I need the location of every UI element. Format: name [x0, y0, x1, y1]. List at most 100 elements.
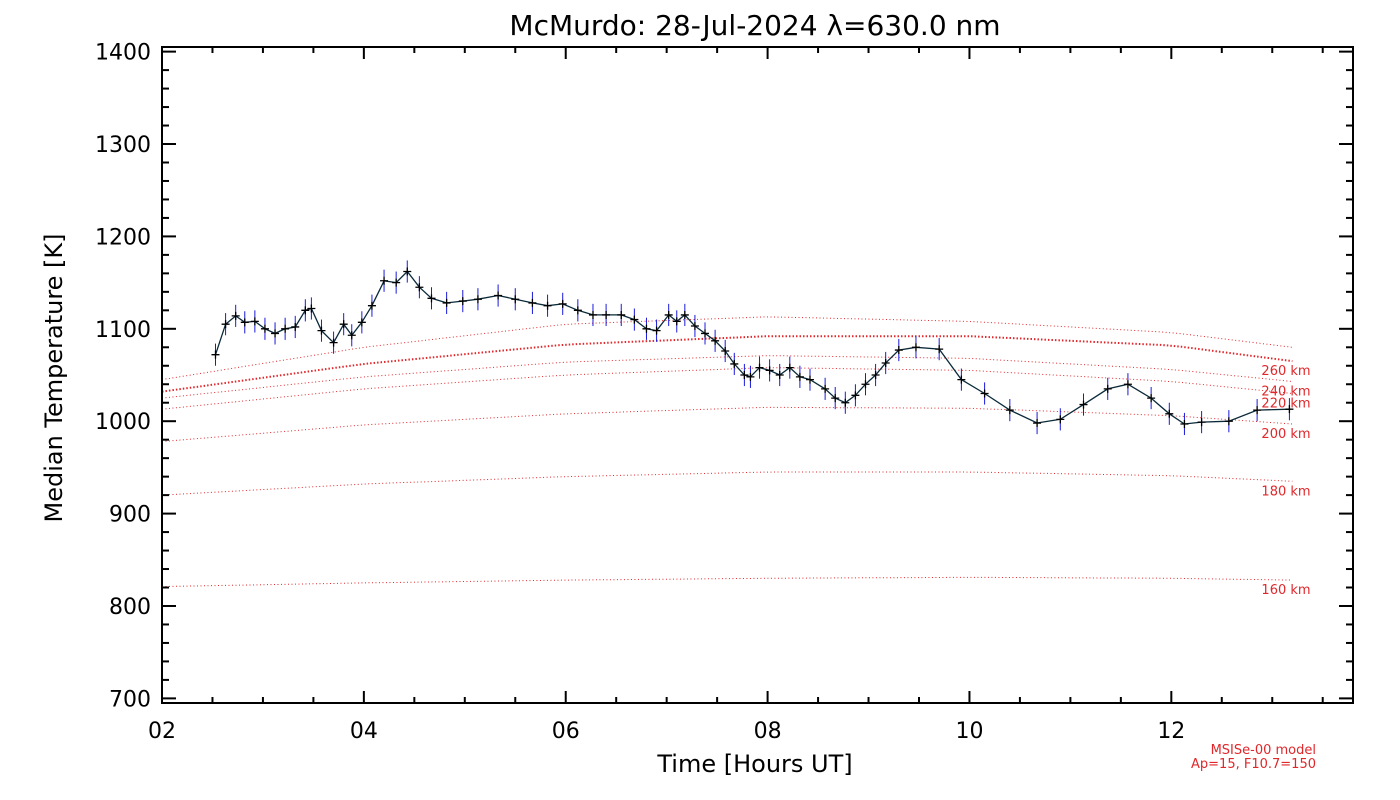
- data-point: [1180, 419, 1189, 428]
- data-point: [980, 389, 989, 398]
- data-point: [746, 372, 755, 381]
- data-point: [881, 358, 890, 367]
- data-point: [380, 276, 389, 285]
- y-tick-label: 1100: [95, 318, 151, 343]
- data-point: [795, 372, 804, 381]
- data-point: [250, 317, 259, 326]
- model-curve-label: 240 km: [1261, 384, 1310, 399]
- data-point: [494, 291, 503, 300]
- data-point: [1079, 400, 1088, 409]
- plot-frame: [161, 46, 1354, 704]
- data-point: [573, 306, 582, 315]
- model-curve: [161, 576, 1293, 588]
- data-point: [805, 375, 814, 384]
- data-point: [755, 363, 764, 372]
- data-point: [281, 324, 290, 333]
- y-tick-label: 1000: [95, 410, 151, 435]
- data-point: [894, 346, 903, 355]
- data-point: [642, 324, 651, 333]
- data-point: [1005, 406, 1014, 415]
- data-point: [211, 350, 220, 359]
- model-note-line-2: Ap=15, F10.7=150: [1191, 757, 1316, 772]
- x-axis-label: Time [Hours UT]: [656, 750, 852, 778]
- y-axis-label: Median Temperature [K]: [40, 233, 68, 522]
- data-point: [730, 359, 739, 368]
- data-point: [403, 267, 412, 276]
- data-point: [1224, 417, 1233, 426]
- data-point: [957, 375, 966, 384]
- data-point: [935, 345, 944, 354]
- x-tick-label: 08: [754, 719, 782, 744]
- y-tick-label: 700: [109, 687, 151, 712]
- model-curve: [161, 316, 1293, 381]
- data-point: [458, 297, 467, 306]
- data-point: [1285, 405, 1294, 414]
- data-point: [711, 336, 720, 345]
- x-tick-label: 06: [552, 719, 580, 744]
- data-point: [652, 326, 661, 335]
- data-point: [339, 320, 348, 329]
- data-point: [680, 310, 689, 319]
- data-point: [543, 301, 552, 310]
- data-point: [664, 310, 673, 319]
- x-tick-label: 04: [350, 719, 378, 744]
- data-point: [821, 384, 830, 393]
- data-point: [367, 301, 376, 310]
- data-point: [329, 338, 338, 347]
- data-point: [1123, 380, 1132, 389]
- chart-title: McMurdo: 28-Jul-2024 λ=630.0 nm: [509, 9, 1000, 42]
- data-point: [271, 329, 280, 338]
- y-tick-label: 1300: [95, 133, 151, 158]
- data-point: [1253, 406, 1262, 415]
- model-curve: [161, 335, 1293, 393]
- data-point: [871, 371, 880, 379]
- y-tick-label: 1200: [95, 225, 151, 250]
- axis-ticks: 02 04 06 08 10 12 700 800 900 1000 1100 1200 1300 140…: [95, 41, 1353, 744]
- model-curve-label: 260 km: [1261, 364, 1310, 379]
- data-point: [1197, 418, 1206, 427]
- model-curve-label: 200 km: [1261, 427, 1310, 442]
- model-curve: [161, 406, 1293, 442]
- data-point: [765, 366, 774, 375]
- model-curve: [161, 367, 1293, 410]
- data-point: [690, 322, 699, 331]
- data-point: [861, 380, 870, 389]
- data-point: [392, 278, 401, 287]
- data-point: [785, 363, 794, 372]
- data-point: [1165, 409, 1174, 418]
- data-point: [630, 315, 639, 324]
- data-point: [672, 317, 681, 326]
- data-point: [851, 391, 860, 400]
- data-point: [911, 343, 920, 352]
- data-point: [357, 318, 366, 327]
- data-point: [347, 331, 356, 340]
- data-point: [260, 324, 269, 333]
- model-curve-label: 220 km: [1261, 396, 1310, 411]
- y-tick-label: 900: [109, 503, 151, 528]
- y-tick-label: 1400: [95, 41, 151, 66]
- data-point: [240, 318, 249, 327]
- data-point: [740, 371, 749, 379]
- data-point: [1056, 415, 1065, 424]
- data-point: [1033, 419, 1042, 428]
- y-tick-label: 800: [109, 595, 151, 620]
- data-point: [588, 310, 597, 319]
- data-point: [841, 398, 850, 407]
- data-point: [602, 310, 611, 319]
- x-tick-label: 12: [1157, 719, 1185, 744]
- x-tick-label: 10: [955, 719, 983, 744]
- model-curve-label: 180 km: [1261, 484, 1310, 499]
- model-curve: [161, 355, 1293, 399]
- data-point: [301, 306, 310, 315]
- data-point: [307, 304, 316, 313]
- series-line: [214, 270, 1290, 425]
- data-point: [1147, 394, 1156, 403]
- model-curve-label: 160 km: [1261, 583, 1310, 598]
- model-note-line-1: MSISe-00 model: [1211, 743, 1316, 758]
- data-point: [473, 295, 482, 304]
- data-point: [831, 394, 840, 403]
- data-point: [721, 346, 730, 355]
- data-point: [442, 298, 451, 307]
